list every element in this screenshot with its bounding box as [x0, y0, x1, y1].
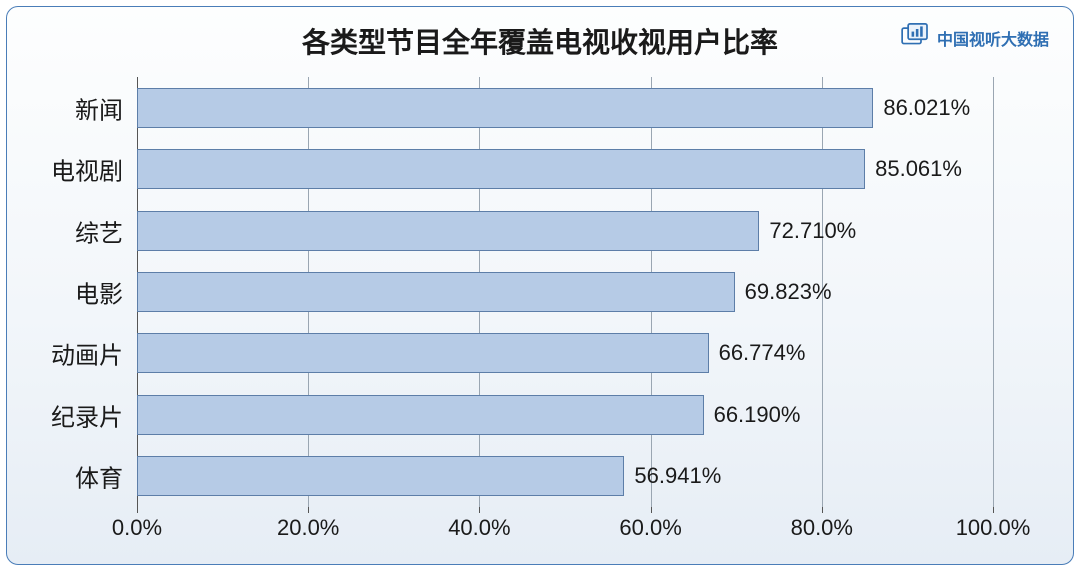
bar [137, 272, 735, 312]
watermark-text: 中国视听大数据 [937, 26, 1049, 50]
watermark-icon [901, 23, 929, 52]
bar-row: 体育56.941% [137, 456, 993, 496]
category-label: 新闻 [75, 90, 123, 125]
gridline [993, 77, 994, 507]
value-label: 56.941% [624, 463, 721, 489]
bar-row: 动画片66.774% [137, 333, 993, 373]
x-tick [993, 507, 994, 513]
x-axis-label: 60.0% [619, 515, 681, 541]
bar [137, 211, 759, 251]
value-label: 85.061% [865, 156, 962, 182]
value-label: 86.021% [873, 95, 970, 121]
x-tick [479, 507, 480, 513]
x-axis-label: 80.0% [791, 515, 853, 541]
chart-title: 各类型节目全年覆盖电视收视用户比率 [27, 21, 1053, 61]
category-label: 动画片 [51, 336, 123, 371]
plot-area: 0.0%20.0%40.0%60.0%80.0%100.0%新闻86.021%电… [137, 77, 993, 507]
x-axis-label: 0.0% [112, 515, 162, 541]
category-label: 体育 [75, 459, 123, 494]
bar-row: 新闻86.021% [137, 88, 993, 128]
x-tick [651, 507, 652, 513]
bar [137, 149, 865, 189]
bar-row: 电影69.823% [137, 272, 993, 312]
value-label: 66.774% [709, 340, 806, 366]
value-label: 72.710% [759, 218, 856, 244]
x-tick [308, 507, 309, 513]
x-tick [137, 507, 138, 513]
value-label: 69.823% [735, 279, 832, 305]
bar [137, 456, 624, 496]
watermark: 中国视听大数据 [901, 23, 1049, 52]
category-label: 电视剧 [51, 152, 123, 187]
x-axis-label: 20.0% [277, 515, 339, 541]
plot: 0.0%20.0%40.0%60.0%80.0%100.0%新闻86.021%电… [27, 67, 1053, 547]
chart-container: 各类型节目全年覆盖电视收视用户比率 中国视听大数据 0.0%20.0%40.0%… [6, 6, 1074, 565]
category-label: 纪录片 [51, 397, 123, 432]
bar [137, 88, 873, 128]
x-tick [822, 507, 823, 513]
bar [137, 395, 704, 435]
value-label: 66.190% [704, 402, 801, 428]
bar-row: 纪录片66.190% [137, 395, 993, 435]
bar [137, 333, 709, 373]
category-label: 综艺 [75, 213, 123, 248]
bar-row: 综艺72.710% [137, 211, 993, 251]
category-label: 电影 [75, 275, 123, 310]
bar-row: 电视剧85.061% [137, 149, 993, 189]
x-axis-label: 40.0% [448, 515, 510, 541]
x-axis-label: 100.0% [956, 515, 1031, 541]
